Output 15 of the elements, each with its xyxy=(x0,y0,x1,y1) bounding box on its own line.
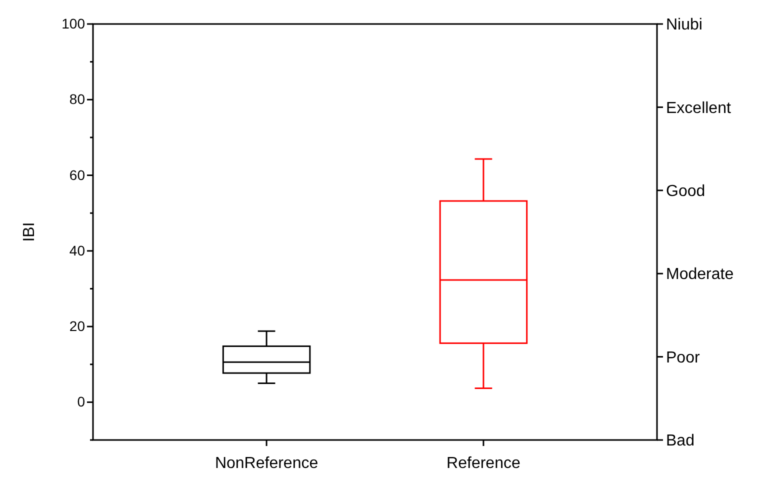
text: Poor xyxy=(666,349,700,366)
y-tick-label: 100 xyxy=(62,15,86,32)
x-tick-label: NonReference xyxy=(214,455,318,472)
text: Bad xyxy=(666,432,694,450)
y-tick-label: 60 xyxy=(69,166,86,183)
text: Good xyxy=(666,183,706,200)
y-tick-label: 20 xyxy=(69,318,86,334)
text: Moderate xyxy=(666,266,734,284)
text: Niubi xyxy=(666,16,702,34)
text: Excellent xyxy=(666,100,732,117)
y-tick-label: 40 xyxy=(69,242,86,258)
y-axis-title: IBI xyxy=(21,222,38,242)
y-tick-label: 0 xyxy=(77,394,86,410)
y-tick-label: 80 xyxy=(69,91,86,108)
x-tick-label: Reference xyxy=(446,455,520,472)
